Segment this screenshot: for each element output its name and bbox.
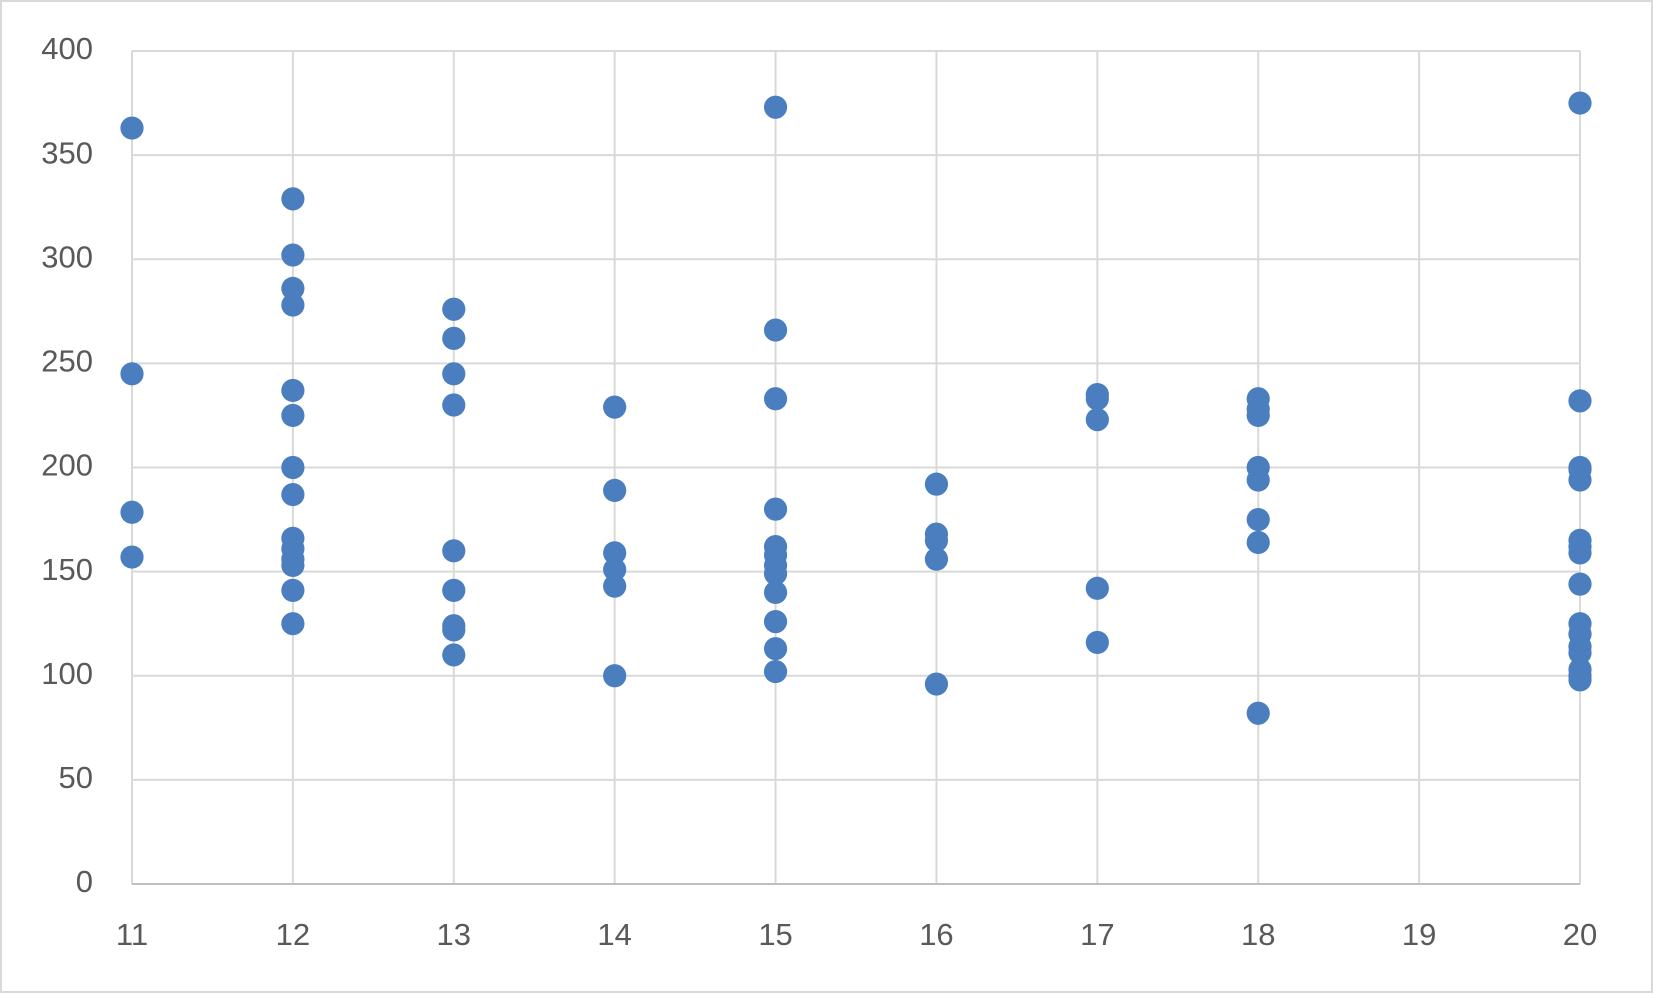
point bbox=[763, 387, 788, 411]
point bbox=[442, 643, 466, 667]
x-tick-label: 18 bbox=[1241, 917, 1275, 952]
point bbox=[1568, 668, 1592, 692]
point bbox=[1246, 530, 1270, 555]
point bbox=[763, 562, 788, 586]
point bbox=[763, 610, 788, 634]
point bbox=[924, 528, 949, 552]
x-tick-label: 11 bbox=[116, 917, 148, 952]
point bbox=[1568, 468, 1592, 492]
x-tick-label: 20 bbox=[1563, 917, 1597, 952]
point bbox=[924, 672, 949, 696]
point bbox=[281, 455, 305, 480]
point bbox=[1568, 541, 1592, 565]
point bbox=[763, 318, 788, 342]
x-tick-label: 19 bbox=[1402, 917, 1436, 952]
point bbox=[1568, 389, 1592, 413]
point bbox=[120, 116, 144, 140]
point bbox=[1085, 630, 1109, 655]
point bbox=[120, 500, 144, 524]
x-tick-label: 15 bbox=[758, 917, 792, 952]
point bbox=[442, 326, 466, 350]
point bbox=[281, 276, 305, 301]
point bbox=[281, 578, 305, 602]
point bbox=[1246, 701, 1270, 725]
point bbox=[281, 612, 305, 636]
point bbox=[442, 393, 466, 417]
point bbox=[1085, 576, 1109, 600]
x-tick-label: 16 bbox=[919, 917, 953, 952]
point bbox=[1568, 641, 1592, 665]
point bbox=[1568, 91, 1592, 115]
point bbox=[763, 637, 788, 661]
y-tick-label: 100 bbox=[41, 656, 93, 691]
y-tick-label: 150 bbox=[41, 552, 93, 587]
point bbox=[603, 557, 627, 582]
point bbox=[281, 187, 305, 211]
point bbox=[281, 243, 305, 267]
point bbox=[281, 553, 305, 577]
point bbox=[603, 574, 627, 598]
y-tick-label: 250 bbox=[41, 344, 93, 379]
point bbox=[442, 539, 466, 563]
point bbox=[442, 297, 466, 321]
point bbox=[1246, 507, 1270, 532]
point bbox=[1246, 403, 1270, 428]
point bbox=[1085, 408, 1109, 432]
point bbox=[763, 95, 788, 119]
point bbox=[1085, 387, 1109, 411]
y-tick-label: 300 bbox=[41, 239, 93, 274]
point bbox=[603, 541, 627, 565]
point bbox=[763, 659, 788, 684]
y-tick-label: 50 bbox=[59, 760, 93, 795]
point bbox=[281, 403, 305, 428]
y-tick-label: 200 bbox=[41, 448, 93, 483]
x-tick-label: 17 bbox=[1080, 917, 1114, 952]
point bbox=[763, 497, 788, 521]
point bbox=[1246, 468, 1270, 492]
point bbox=[763, 580, 788, 605]
point bbox=[442, 618, 466, 642]
point bbox=[281, 378, 305, 403]
x-tick-label: 13 bbox=[437, 917, 471, 952]
point bbox=[120, 545, 144, 569]
x-tick-label: 12 bbox=[276, 917, 310, 952]
point bbox=[603, 664, 627, 688]
point bbox=[442, 362, 466, 386]
point bbox=[603, 395, 627, 419]
point bbox=[120, 362, 144, 386]
point bbox=[924, 472, 949, 496]
point bbox=[281, 482, 305, 507]
y-tick-label: 0 bbox=[76, 864, 93, 899]
point bbox=[924, 547, 949, 571]
y-tick-label: 400 bbox=[41, 31, 93, 66]
y-tick-label: 350 bbox=[41, 135, 93, 170]
point bbox=[1568, 572, 1592, 596]
x-tick-label: 14 bbox=[597, 917, 631, 952]
point bbox=[603, 478, 627, 503]
point bbox=[442, 578, 466, 602]
point bbox=[281, 293, 305, 317]
